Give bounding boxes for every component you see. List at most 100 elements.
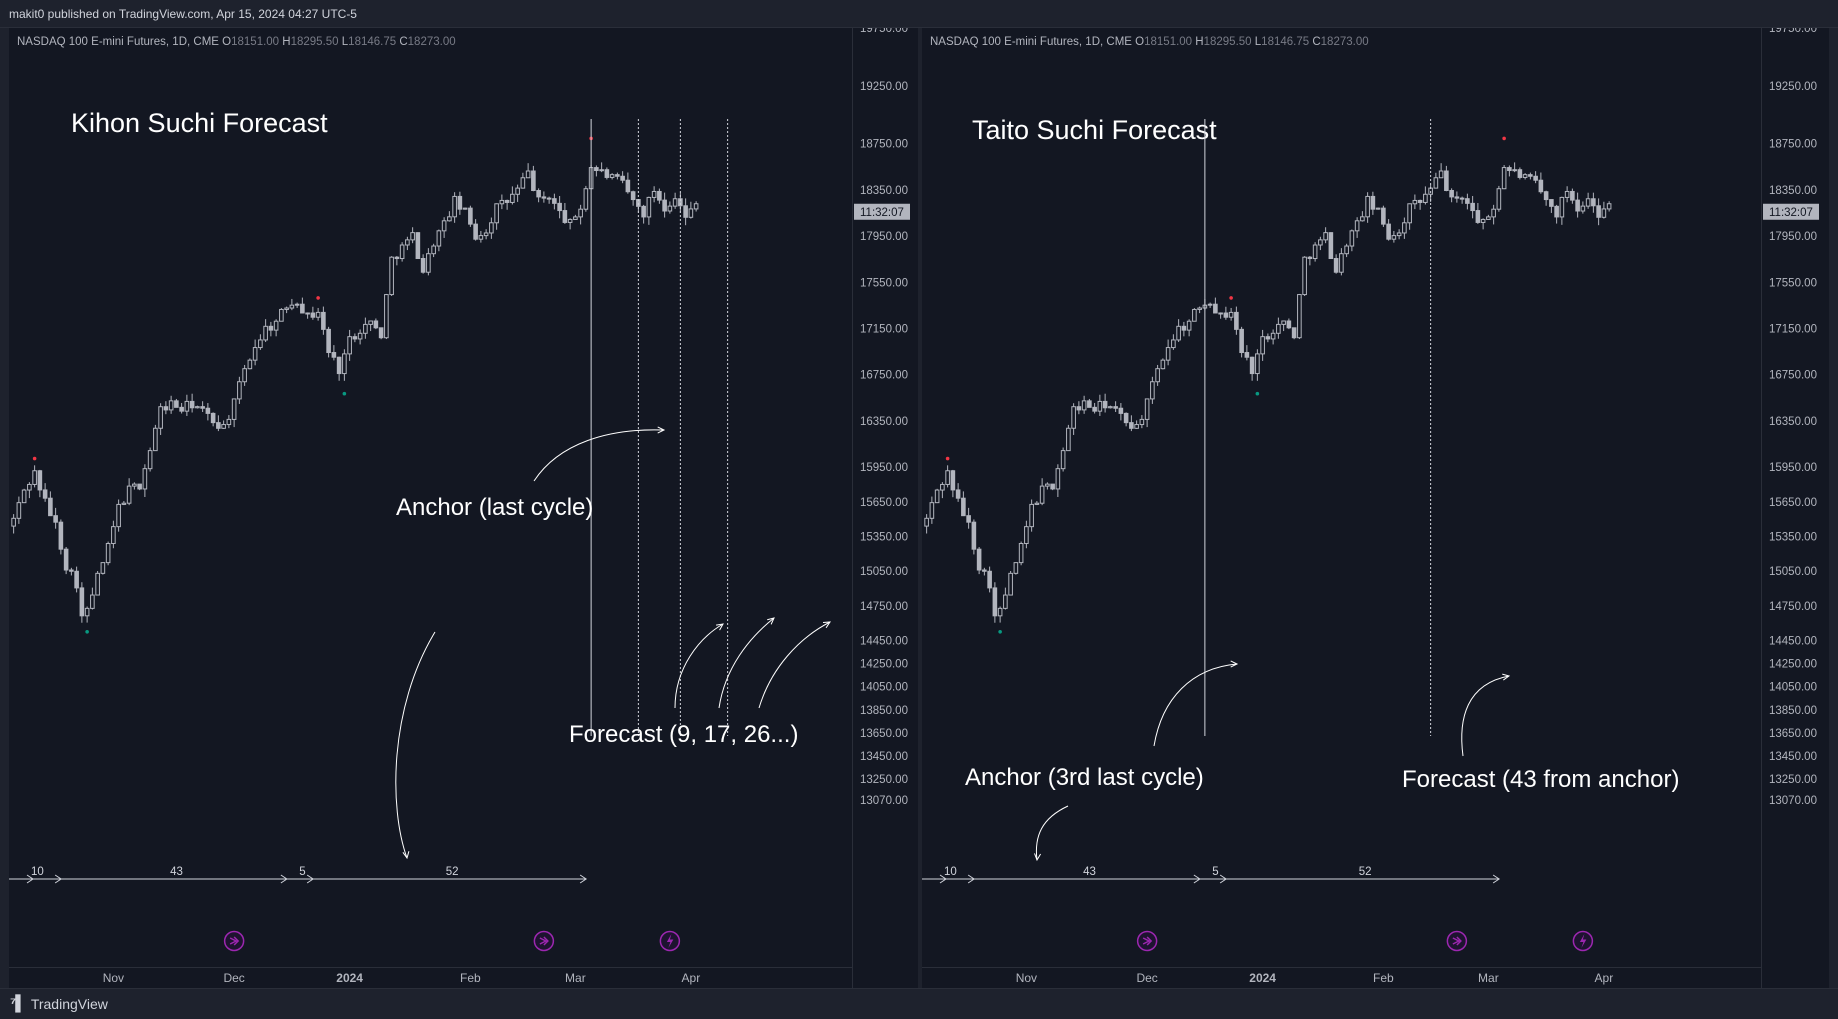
ohlc-key: L xyxy=(1255,36,1262,48)
cycle-count-label: 5 xyxy=(299,866,305,878)
candle xyxy=(1018,541,1024,566)
candle xyxy=(557,195,562,219)
ohlc-key: O xyxy=(1135,36,1144,48)
price-tick-label: 14450.00 xyxy=(1769,636,1817,648)
candle xyxy=(69,567,74,576)
lightning-event-icon[interactable] xyxy=(1572,930,1594,952)
pivot-low-marker xyxy=(1255,391,1260,396)
ohlc-key: L xyxy=(342,36,349,48)
candle xyxy=(1249,356,1255,381)
candle xyxy=(966,507,971,529)
chart-left[interactable]: 19750.00 19250.00 18750.00 18350.00 17950.00… xyxy=(9,28,918,988)
candle xyxy=(1470,195,1475,219)
candle xyxy=(1008,571,1013,596)
price-tick-label: 17550.00 xyxy=(860,277,908,289)
candle xyxy=(945,465,950,488)
symbol-legend[interactable]: NASDAQ 100 E-mini Futures, 1D, CME O1815… xyxy=(930,36,1369,48)
candle xyxy=(389,256,394,296)
candle xyxy=(594,165,599,177)
cycle-count-label: 43 xyxy=(170,866,183,878)
ohlc-value: 18295.50 xyxy=(1204,36,1255,48)
candle xyxy=(1213,297,1218,314)
dividend-event-icon[interactable] xyxy=(223,930,245,952)
candle xyxy=(1113,401,1118,413)
candle xyxy=(289,298,295,311)
candle xyxy=(1139,415,1145,429)
candle xyxy=(53,507,58,529)
candle xyxy=(1228,307,1234,321)
candle xyxy=(1302,256,1307,296)
candle xyxy=(1491,204,1496,225)
candle xyxy=(1260,329,1265,361)
candle xyxy=(688,201,694,219)
symbol-legend[interactable]: NASDAQ 100 E-mini Futures, 1D, CME O1815… xyxy=(17,36,456,48)
candle xyxy=(1570,188,1575,204)
candle xyxy=(662,192,667,218)
candle xyxy=(105,541,111,566)
candle xyxy=(1606,201,1612,212)
pivot-low-marker xyxy=(342,391,347,396)
candle xyxy=(247,358,253,370)
dividend-event-icon[interactable] xyxy=(1446,930,1468,952)
candle xyxy=(1160,358,1166,370)
candle xyxy=(100,562,106,575)
pivot-low-marker xyxy=(998,630,1002,634)
price-tick-label: 15350.00 xyxy=(1769,532,1817,544)
candle xyxy=(153,424,158,452)
candle xyxy=(1318,236,1323,251)
candle xyxy=(1050,483,1055,491)
candle xyxy=(562,203,568,224)
candle xyxy=(1281,320,1286,332)
forecast-arrow-head xyxy=(1502,673,1511,681)
panel-divider[interactable] xyxy=(918,28,922,988)
candle xyxy=(221,420,226,429)
candle xyxy=(520,172,526,189)
candle xyxy=(1234,306,1239,335)
time-tick-label: Feb xyxy=(1373,971,1394,985)
candle xyxy=(1244,345,1250,361)
cycle-arrowhead xyxy=(280,874,288,884)
ohlc-value: 18146.75 xyxy=(348,36,399,48)
candle xyxy=(179,402,184,414)
price-tick-label: 13850.00 xyxy=(860,705,908,717)
candle xyxy=(216,415,221,432)
candle xyxy=(934,488,940,504)
dividend-event-icon[interactable] xyxy=(1136,930,1158,952)
candle xyxy=(21,488,27,504)
candle xyxy=(1034,501,1040,506)
cycle-arrowhead xyxy=(967,874,976,884)
chart-right[interactable]: 19750.00 19250.00 18750.00 18350.00 17950.00… xyxy=(922,28,1829,988)
candle xyxy=(452,192,457,223)
price-tick-label: 18350.00 xyxy=(1769,185,1817,197)
ohlc-value: 18295.50 xyxy=(291,36,342,48)
price-tick-label: 14750.00 xyxy=(860,601,908,613)
candle xyxy=(142,464,148,497)
candle xyxy=(1575,192,1580,218)
candle xyxy=(1438,163,1444,179)
price-tick-label: 16750.00 xyxy=(860,370,908,382)
candle xyxy=(363,317,368,339)
candle xyxy=(1029,499,1034,532)
pivot-high-marker xyxy=(316,296,320,300)
candle xyxy=(1465,193,1470,210)
candle xyxy=(405,236,410,251)
candle xyxy=(279,308,284,322)
candle xyxy=(1402,217,1407,239)
candle xyxy=(1396,229,1402,240)
candle xyxy=(384,293,389,340)
price-tick-label: 13250.00 xyxy=(860,774,908,786)
candle xyxy=(116,499,121,532)
forecast-arrow-2 xyxy=(718,617,775,709)
cycle-arrowhead xyxy=(1219,874,1228,884)
dividend-event-icon[interactable] xyxy=(533,930,555,952)
price-tick-label: 14450.00 xyxy=(860,636,908,648)
candle xyxy=(415,232,421,260)
ohlc-value: 18273.00 xyxy=(408,36,456,48)
candle xyxy=(90,587,95,610)
chart-background xyxy=(9,28,918,988)
price-tick-label: 17950.00 xyxy=(860,231,908,243)
candle xyxy=(27,482,32,499)
time-tick-label: 2024 xyxy=(336,971,363,985)
candle xyxy=(929,496,935,524)
lightning-event-icon[interactable] xyxy=(659,930,681,952)
